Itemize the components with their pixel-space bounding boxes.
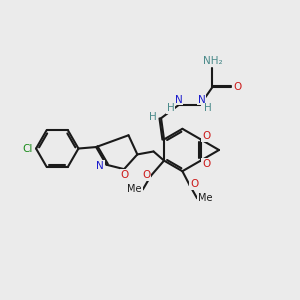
Text: NH₂: NH₂ xyxy=(202,56,222,66)
Text: O: O xyxy=(202,159,210,169)
Text: Me: Me xyxy=(198,193,213,203)
Text: H: H xyxy=(149,112,157,122)
Text: O: O xyxy=(234,82,242,92)
Text: N: N xyxy=(197,94,205,105)
Text: O: O xyxy=(202,131,210,141)
Text: H: H xyxy=(204,103,212,113)
Text: Cl: Cl xyxy=(22,143,33,154)
Text: O: O xyxy=(142,170,151,180)
Text: N: N xyxy=(175,94,183,105)
Text: O: O xyxy=(190,179,198,190)
Text: N: N xyxy=(96,161,104,171)
Text: Me: Me xyxy=(127,184,142,194)
Text: O: O xyxy=(121,170,129,180)
Text: H: H xyxy=(167,103,174,113)
